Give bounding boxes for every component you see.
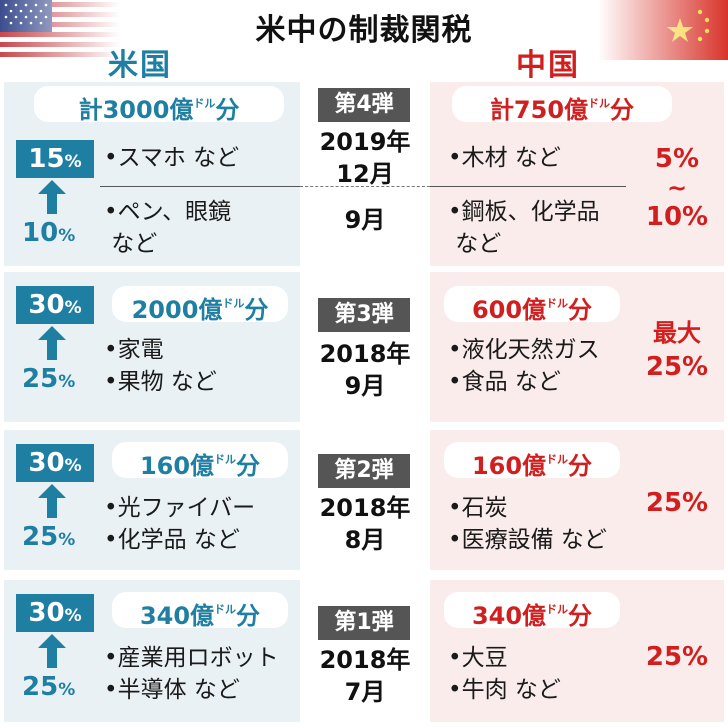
china-items: •液化天然ガス •食品 など (448, 337, 600, 395)
us-items: •光ファイバー •化学品 など (104, 495, 256, 553)
us-rate-new: 30% (16, 444, 94, 482)
arrow-up-icon (38, 634, 66, 668)
china-total-round2: 160億ドル分 (444, 442, 620, 480)
china-total-round3: 600億ドル分 (444, 286, 620, 324)
us-rate-old: 25% (22, 522, 76, 552)
page-title: 米中の制裁関税 (255, 13, 473, 48)
round-date-second: 9月 (344, 206, 386, 234)
china-items-bottom: •鋼板、化学品 など (448, 199, 600, 257)
china-rate: 5% ~ 10% (634, 142, 720, 234)
round-label: 第2弾 (318, 454, 410, 488)
us-total-round4: 計3000億ドル分 (34, 86, 284, 124)
us-rate-new: 30% (16, 286, 94, 324)
round-date: 2018年 9月 (319, 340, 411, 400)
china-total-round4: 計750億ドル分 (452, 86, 672, 124)
round-label: 第1弾 (318, 606, 410, 640)
divider-dashed (300, 186, 430, 187)
round-label: 第4弾 (318, 88, 410, 122)
china-rate: 25% (645, 642, 709, 672)
china-items: •大豆 •牛肉 など (448, 645, 561, 703)
china-rate: 最大 25% (634, 316, 720, 384)
arrow-up-icon (38, 326, 66, 360)
us-items-top: •スマホ など (104, 145, 240, 171)
china-rate-max-label: 最大 (653, 319, 701, 347)
us-total-round1: 340億ドル分 (112, 592, 288, 630)
round-date: 2019年 12月 (319, 128, 411, 188)
us-total-round2: 160億ドル分 (112, 442, 288, 480)
china-rate-value: 25% (645, 352, 709, 382)
round-date: 2018年 8月 (319, 494, 411, 554)
arrow-up-icon (38, 484, 66, 518)
china-items-top: •木材 など (448, 145, 561, 171)
china-total-round1: 340億ドル分 (444, 592, 620, 630)
divider (100, 186, 300, 187)
us-rate-old: 10% (22, 218, 76, 248)
china-items: •石炭 •医療設備 など (448, 495, 607, 553)
china-rate-low: 5% (654, 144, 700, 174)
china-rate: 25% (645, 488, 709, 518)
arrow-up-icon (38, 180, 66, 214)
us-total-round3: 2000億ドル分 (112, 286, 288, 324)
china-heading: 中国 (516, 48, 580, 83)
us-heading: 米国 (108, 48, 172, 83)
us-items: •家電 •果物 など (104, 337, 217, 395)
us-rate-new: 15% (16, 140, 94, 178)
china-flag-icon (598, 0, 728, 60)
us-rate-old: 25% (22, 672, 76, 702)
round-label: 第3弾 (318, 298, 410, 332)
china-rate-high: 10% (645, 202, 709, 232)
us-flag-icon (0, 0, 120, 60)
round-date: 2018年 7月 (319, 646, 411, 706)
divider (430, 186, 626, 187)
us-items: •産業用ロボット •半導体 など (104, 645, 279, 703)
us-items-bottom: •ペン、眼鏡 など (104, 199, 232, 257)
china-rate-range: ~ (666, 174, 688, 202)
us-rate-new: 30% (16, 594, 94, 632)
us-rate-old: 25% (22, 364, 76, 394)
